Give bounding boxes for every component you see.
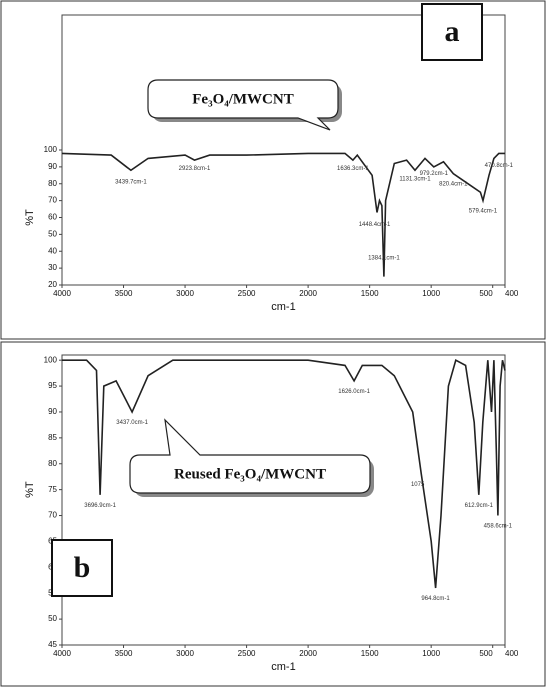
callout-bubble	[147, 79, 339, 131]
y-tick-label: 100	[44, 145, 58, 154]
y-axis-label: %T	[24, 481, 36, 498]
y-tick-label: 60	[48, 213, 57, 222]
y-tick-label: 75	[48, 485, 57, 494]
y-tick-label: 100	[44, 355, 58, 364]
x-axis-label: cm-1	[271, 661, 295, 673]
panel-frame	[0, 0, 546, 340]
peak-label: 1384.1cm-1	[368, 256, 400, 262]
y-tick-label: 80	[48, 459, 57, 468]
y-axis-label: %T	[24, 209, 36, 226]
x-tick-label: 2500	[238, 649, 256, 658]
callout-text: Reused Fe₃O₄/MWCNT	[174, 466, 326, 482]
peak-label: 579.4cm-1	[469, 208, 498, 214]
x-tick-label: 4000	[53, 649, 71, 658]
spectrum-line	[62, 359, 506, 589]
panel-label: a	[445, 15, 460, 48]
x-tick-label: 400	[505, 289, 519, 298]
x-axis-label: cm-1	[271, 301, 295, 313]
peak-label: 3696.9cm-1	[84, 503, 116, 509]
peak-label: 964.8cm-1	[421, 596, 450, 602]
plot-frame	[61, 354, 506, 646]
peak-label: 1636.3cm-1	[337, 166, 369, 172]
x-tick-label: 3500	[115, 289, 133, 298]
panel-label-box	[421, 3, 483, 61]
x-tick-label: 500	[479, 289, 493, 298]
x-tick-label: 1000	[422, 649, 440, 658]
x-tick-label: 500	[479, 649, 493, 658]
x-tick-label: 1000	[422, 289, 440, 298]
y-tick-label: 95	[48, 381, 57, 390]
peak-label: 612.9cm-1	[465, 503, 494, 509]
peak-label: 1448.4cm-1	[359, 222, 391, 228]
peak-label: 1626.0cm-1	[338, 389, 370, 395]
y-tick-label: 40	[48, 246, 57, 255]
callout-bubble	[129, 418, 371, 494]
peak-label: 3437.0cm-1	[116, 420, 148, 426]
peak-label: 458.6cm-1	[484, 523, 513, 529]
x-tick-label: 2500	[238, 289, 256, 298]
y-tick-label: 90	[48, 407, 57, 416]
panel-label-box	[51, 539, 113, 597]
y-tick-label: 20	[48, 280, 57, 289]
x-tick-label: 3500	[115, 649, 133, 658]
x-tick-label: 3000	[176, 649, 194, 658]
peak-label: 1131.3cm-1	[399, 176, 431, 182]
peak-label: 3439.7cm-1	[115, 180, 147, 186]
x-tick-label: 3000	[176, 289, 194, 298]
y-tick-label: 30	[48, 263, 57, 272]
y-tick-label: 90	[48, 162, 57, 171]
y-tick-label: 70	[48, 196, 57, 205]
x-tick-label: 1500	[361, 649, 379, 658]
peak-label: 2923.8cm-1	[179, 166, 211, 172]
y-tick-label: 45	[48, 640, 57, 649]
peak-label: 1075	[411, 482, 425, 488]
y-tick-label: 85	[48, 433, 57, 442]
y-tick-label: 80	[48, 179, 57, 188]
callout-text: Fe₃O₄/MWCNT	[192, 91, 293, 107]
x-tick-label: 2000	[299, 289, 317, 298]
y-tick-label: 50	[48, 614, 57, 623]
x-tick-label: 2000	[299, 649, 317, 658]
y-tick-label: 50	[48, 229, 57, 238]
panel-label: b	[74, 551, 91, 584]
panel-frame	[0, 341, 546, 687]
x-tick-label: 1500	[361, 289, 379, 298]
x-tick-label: 4000	[53, 289, 71, 298]
peak-label: 979.2cm-1	[420, 171, 449, 177]
peak-label: 820.4cm-1	[439, 181, 468, 187]
x-tick-label: 400	[505, 649, 519, 658]
peak-label: 470.8cm-1	[485, 163, 514, 169]
spectrum-line	[61, 152, 505, 277]
y-tick-label: 70	[48, 511, 57, 520]
